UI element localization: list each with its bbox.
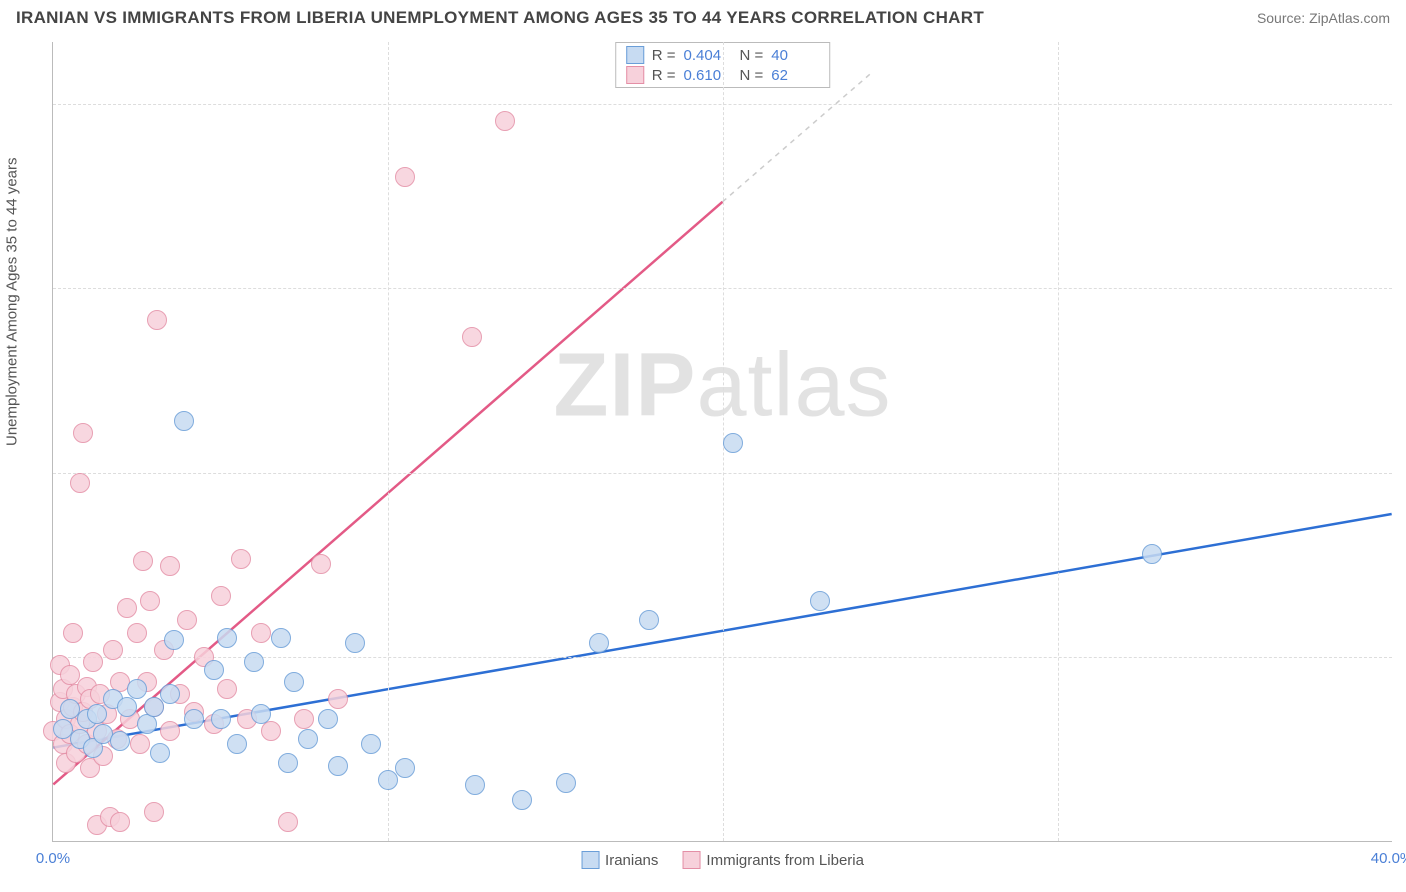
stat-label: N = bbox=[740, 67, 764, 84]
gridline-v bbox=[388, 42, 389, 841]
data-point bbox=[328, 756, 348, 776]
data-point bbox=[110, 731, 130, 751]
chart-title: IRANIAN VS IMMIGRANTS FROM LIBERIA UNEMP… bbox=[16, 8, 984, 28]
series-legend: Iranians Immigrants from Liberia bbox=[581, 851, 864, 869]
gridline-v bbox=[1058, 42, 1059, 841]
data-point bbox=[160, 684, 180, 704]
legend-swatch bbox=[682, 851, 700, 869]
stat-label: N = bbox=[740, 47, 764, 64]
data-point bbox=[278, 753, 298, 773]
stat-r-value: 0.610 bbox=[684, 67, 732, 84]
data-point bbox=[378, 770, 398, 790]
scatter-chart: ZIPatlas R =0.404N =40R =0.610N =62 Iran… bbox=[52, 42, 1392, 842]
data-point bbox=[361, 734, 381, 754]
data-point bbox=[278, 812, 298, 832]
data-point bbox=[556, 773, 576, 793]
data-point bbox=[231, 549, 251, 569]
data-point bbox=[512, 790, 532, 810]
y-tick-label: 22.5% bbox=[1402, 280, 1406, 297]
data-point bbox=[140, 591, 160, 611]
data-point bbox=[462, 327, 482, 347]
legend-item: Iranians bbox=[581, 851, 658, 869]
data-point bbox=[217, 628, 237, 648]
data-point bbox=[144, 697, 164, 717]
y-tick-label: 15.0% bbox=[1402, 464, 1406, 481]
data-point bbox=[177, 610, 197, 630]
data-point bbox=[311, 554, 331, 574]
stat-label: R = bbox=[652, 67, 676, 84]
y-axis-label: Unemployment Among Ages 35 to 44 years bbox=[4, 157, 21, 446]
data-point bbox=[328, 689, 348, 709]
data-point bbox=[284, 672, 304, 692]
data-point bbox=[184, 709, 204, 729]
data-point bbox=[227, 734, 247, 754]
legend-label: Immigrants from Liberia bbox=[706, 852, 864, 869]
data-point bbox=[204, 660, 224, 680]
data-point bbox=[395, 167, 415, 187]
data-point bbox=[150, 743, 170, 763]
stat-label: R = bbox=[652, 47, 676, 64]
data-point bbox=[465, 775, 485, 795]
data-point bbox=[83, 652, 103, 672]
data-point bbox=[174, 411, 194, 431]
data-point bbox=[147, 310, 167, 330]
data-point bbox=[318, 709, 338, 729]
data-point bbox=[160, 721, 180, 741]
data-point bbox=[495, 111, 515, 131]
data-point bbox=[160, 556, 180, 576]
data-point bbox=[87, 704, 107, 724]
y-tick-label: 30.0% bbox=[1402, 95, 1406, 112]
stat-r-value: 0.404 bbox=[684, 47, 732, 64]
data-point bbox=[70, 473, 90, 493]
data-point bbox=[345, 633, 365, 653]
legend-item: Immigrants from Liberia bbox=[682, 851, 864, 869]
data-point bbox=[103, 640, 123, 660]
data-point bbox=[589, 633, 609, 653]
data-point bbox=[211, 709, 231, 729]
data-point bbox=[294, 709, 314, 729]
data-point bbox=[217, 679, 237, 699]
data-point bbox=[110, 812, 130, 832]
data-point bbox=[251, 623, 271, 643]
stat-n-value: 62 bbox=[771, 67, 819, 84]
data-point bbox=[133, 551, 153, 571]
data-point bbox=[244, 652, 264, 672]
data-point bbox=[298, 729, 318, 749]
stat-n-value: 40 bbox=[771, 47, 819, 64]
data-point bbox=[723, 433, 743, 453]
data-point bbox=[395, 758, 415, 778]
data-point bbox=[127, 679, 147, 699]
data-point bbox=[117, 598, 137, 618]
legend-swatch bbox=[626, 46, 644, 64]
legend-swatch bbox=[581, 851, 599, 869]
legend-label: Iranians bbox=[605, 852, 658, 869]
data-point bbox=[639, 610, 659, 630]
data-point bbox=[130, 734, 150, 754]
data-point bbox=[73, 423, 93, 443]
data-point bbox=[1142, 544, 1162, 564]
data-point bbox=[261, 721, 281, 741]
data-point bbox=[251, 704, 271, 724]
y-tick-label: 7.5% bbox=[1402, 649, 1406, 666]
data-point bbox=[63, 623, 83, 643]
data-point bbox=[144, 802, 164, 822]
data-point bbox=[127, 623, 147, 643]
source-label: Source: ZipAtlas.com bbox=[1257, 10, 1390, 26]
data-point bbox=[117, 697, 137, 717]
legend-swatch bbox=[626, 66, 644, 84]
data-point bbox=[137, 714, 157, 734]
data-point bbox=[810, 591, 830, 611]
x-tick-max: 40.0% bbox=[1371, 850, 1406, 867]
data-point bbox=[271, 628, 291, 648]
data-point bbox=[211, 586, 231, 606]
data-point bbox=[164, 630, 184, 650]
x-tick-min: 0.0% bbox=[36, 850, 70, 867]
